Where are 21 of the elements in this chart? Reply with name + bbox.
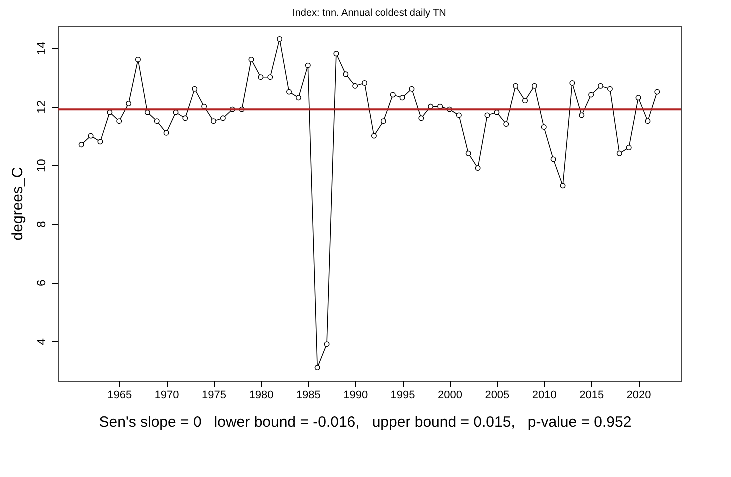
x-tick-label: 2020	[626, 390, 652, 402]
x-tick-label: 2000	[438, 390, 462, 402]
y-axis-title: degrees_C	[10, 167, 26, 241]
y-tick-label: 6	[34, 280, 48, 287]
y-tick-label: 12	[34, 100, 48, 114]
y-tick-label: 4	[34, 338, 48, 346]
x-tick-label: 1990	[344, 390, 368, 402]
x-tick-label: 2005	[485, 390, 510, 402]
x-tick-label: 2015	[580, 390, 604, 402]
x-tick-label: 2010	[532, 390, 557, 402]
y-tick-label: 8	[34, 220, 48, 228]
x-tick-label: 1965	[108, 390, 132, 402]
x-tick-label: 1980	[249, 390, 274, 402]
y-tick-label: 14	[34, 42, 48, 56]
x-tick-label: 1970	[154, 390, 180, 402]
y-tick-label: 10	[34, 158, 48, 173]
x-tick-label: 1995	[390, 390, 416, 402]
x-tick-label: 1985	[296, 390, 321, 402]
x-tick-label: 1975	[202, 390, 226, 402]
text: Sen's slope = 0 lower bound = -0.016, upper bound = 0.015, p-value = 0.952	[98, 414, 633, 431]
chart-title: Index: tnn. Annual coldest daily TN	[292, 8, 446, 19]
